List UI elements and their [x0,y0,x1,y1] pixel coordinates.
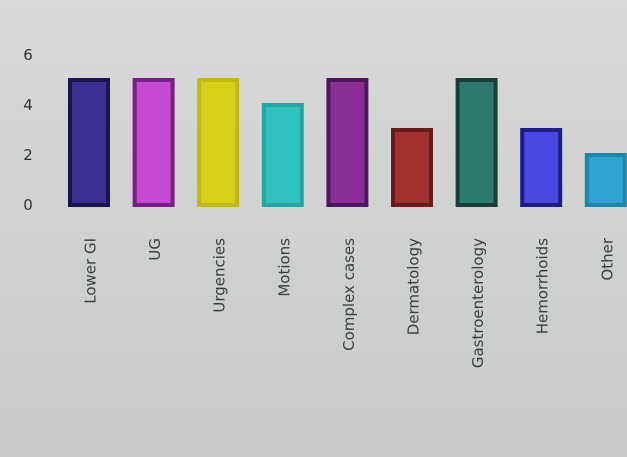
bar [455,78,498,207]
bar [391,128,433,207]
category-label: Motions [275,238,293,297]
category-label: Lower GI [82,238,100,304]
y-tick-label: 0 [23,196,33,214]
bar [261,103,304,207]
bar [197,78,240,207]
category-label: UG [146,238,164,261]
y-axis-ticks: 0 2 4 6 [23,46,33,214]
bar [520,128,563,207]
category-label: Other [598,237,616,280]
y-tick-label: 4 [23,96,33,114]
bar [584,153,627,207]
category-label: Urgencies [211,238,229,313]
category-label: Dermatology [405,238,423,335]
bar [132,78,175,207]
y-tick-label: 6 [23,46,33,64]
category-label: Hemorrhoids [534,238,552,334]
bar [68,78,110,207]
category-label: Gastroenterology [469,238,487,368]
bar [326,78,369,207]
bars [68,78,627,207]
category-label: Complex cases [340,238,358,351]
y-tick-label: 2 [23,146,33,164]
category-labels: Lower GI UG Urgencies Motions Complex cases D… [82,237,617,368]
